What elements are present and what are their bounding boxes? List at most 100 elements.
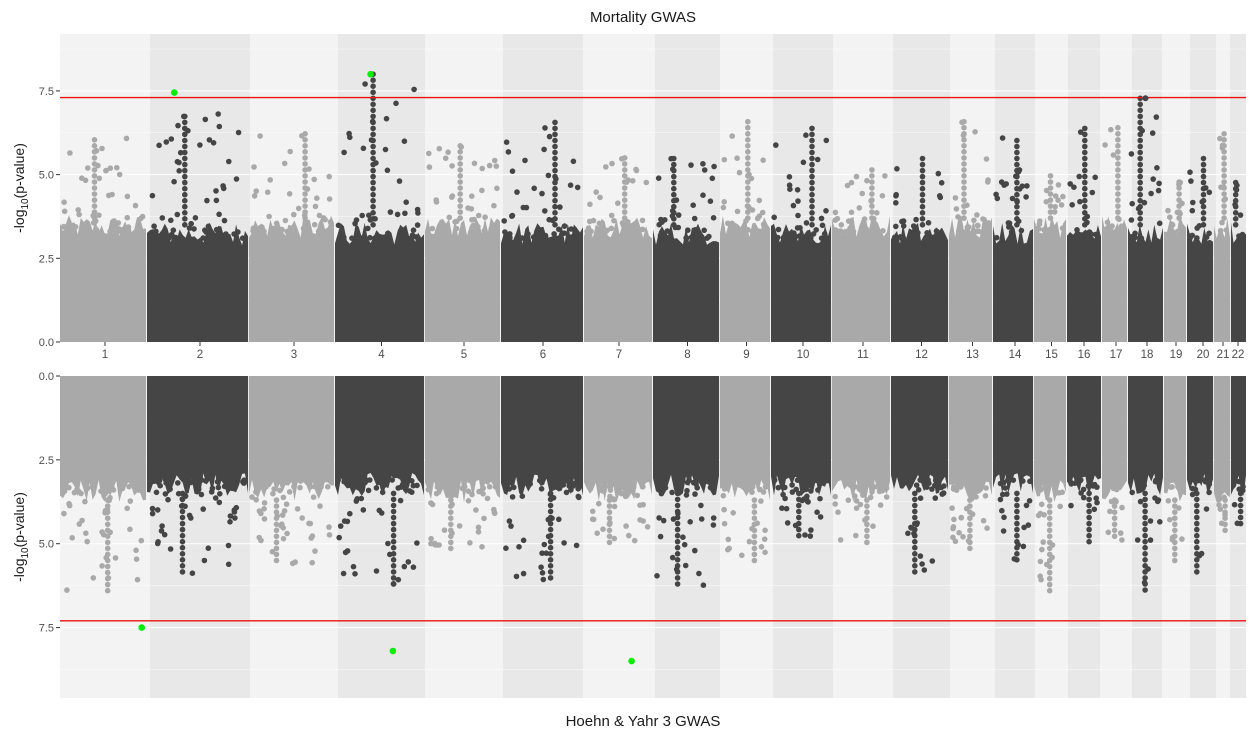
bottom-point [312,483,318,490]
top-point [182,113,188,120]
top-point [370,210,376,216]
top-point [914,235,921,241]
top-point [994,195,1001,202]
bottom-point [796,502,802,509]
top-point [1169,228,1175,235]
bottom-point [575,486,581,492]
bottom-point [1046,575,1053,582]
top-point [176,168,182,174]
bottom-point [493,483,500,490]
top-point [869,197,875,203]
top-point [96,212,102,218]
top-point [1169,222,1176,228]
top-point [302,167,308,173]
top-point [61,199,67,205]
bottom-point [817,514,824,520]
bottom-point [1237,520,1244,527]
bottom-point [956,529,962,536]
bottom-point [674,569,681,575]
top-point [370,107,376,114]
top-point [754,215,761,222]
top-point [803,132,809,138]
bottom-point [967,539,973,546]
bottom-point [1005,477,1011,483]
top-point [1055,182,1062,188]
bottom-point [631,537,638,544]
top-point [1155,187,1162,194]
bottom-point [516,544,522,550]
top-point [67,150,73,156]
top-point [1176,179,1182,185]
bottom-panel [60,375,1246,698]
bottom-point [606,533,613,540]
top-point [481,227,488,234]
bottom-point [967,497,973,503]
top-cloud-chr6 [501,223,583,342]
top-cloud-chr21 [1214,218,1230,342]
top-point [366,212,372,219]
bottom-point [291,483,297,490]
top-point [302,161,308,167]
top-point [736,169,743,176]
bottom-point [915,487,922,493]
bottom-point [725,536,732,543]
top-point [961,191,967,197]
bottom-point [104,527,111,534]
bottom-point [317,503,323,509]
top-panel [60,34,1246,343]
bottom-point [815,487,821,493]
bottom-point [253,497,259,503]
bottom-point [1046,527,1053,534]
bottom-point [864,503,870,509]
top-point [774,234,781,241]
top-point [1037,218,1043,224]
top-point [436,145,443,152]
top-point [220,185,227,192]
bottom-point [864,497,870,503]
top-point [1232,216,1239,222]
bottom-point [547,544,554,551]
top-point [226,158,232,165]
top-point [1014,155,1020,162]
top-point [780,234,787,241]
bottom-point [1142,538,1148,545]
bottom-point [486,484,493,490]
top-point [809,131,815,138]
bottom-point [594,530,600,536]
bottom-point [1142,557,1148,563]
bottom-point [590,516,597,523]
top-point [1137,131,1143,138]
bottom-point [654,573,660,579]
top-point [791,230,797,236]
top-point [525,231,531,237]
top-point [384,167,391,174]
top-point [1176,191,1182,197]
bottom-point [1194,514,1200,521]
bottom-point [1194,502,1200,509]
top-point [552,222,558,228]
top-point [657,232,664,239]
chromosome-labels: 1 2 3 4 5 6 7 8 9 10 11 12 13 14 15 16 17 18 19 20 21 22 [102,342,1244,361]
top-point [1137,155,1143,162]
bottom-point [1014,502,1020,509]
bottom-point [84,485,91,491]
top-cloud-chr12 [891,223,948,342]
top-point [370,119,376,126]
top-point [869,167,875,173]
bottom-point [1068,502,1074,509]
bottom-point [1014,538,1020,545]
bottom-chart-title: Hoehn & Yahr 3 GWAS [566,713,721,730]
bottom-point [802,478,808,485]
bottom-point [1215,493,1222,500]
bottom-point [179,508,186,515]
top-point [924,230,930,236]
top-point [961,118,967,125]
bottom-point [969,489,975,496]
top-point [457,215,464,221]
bottom-point [104,569,111,576]
bottom-point [337,523,344,529]
top-point [1041,227,1047,233]
bottom-point [674,496,681,503]
top-point [1051,209,1058,215]
bottom-point [64,587,70,593]
